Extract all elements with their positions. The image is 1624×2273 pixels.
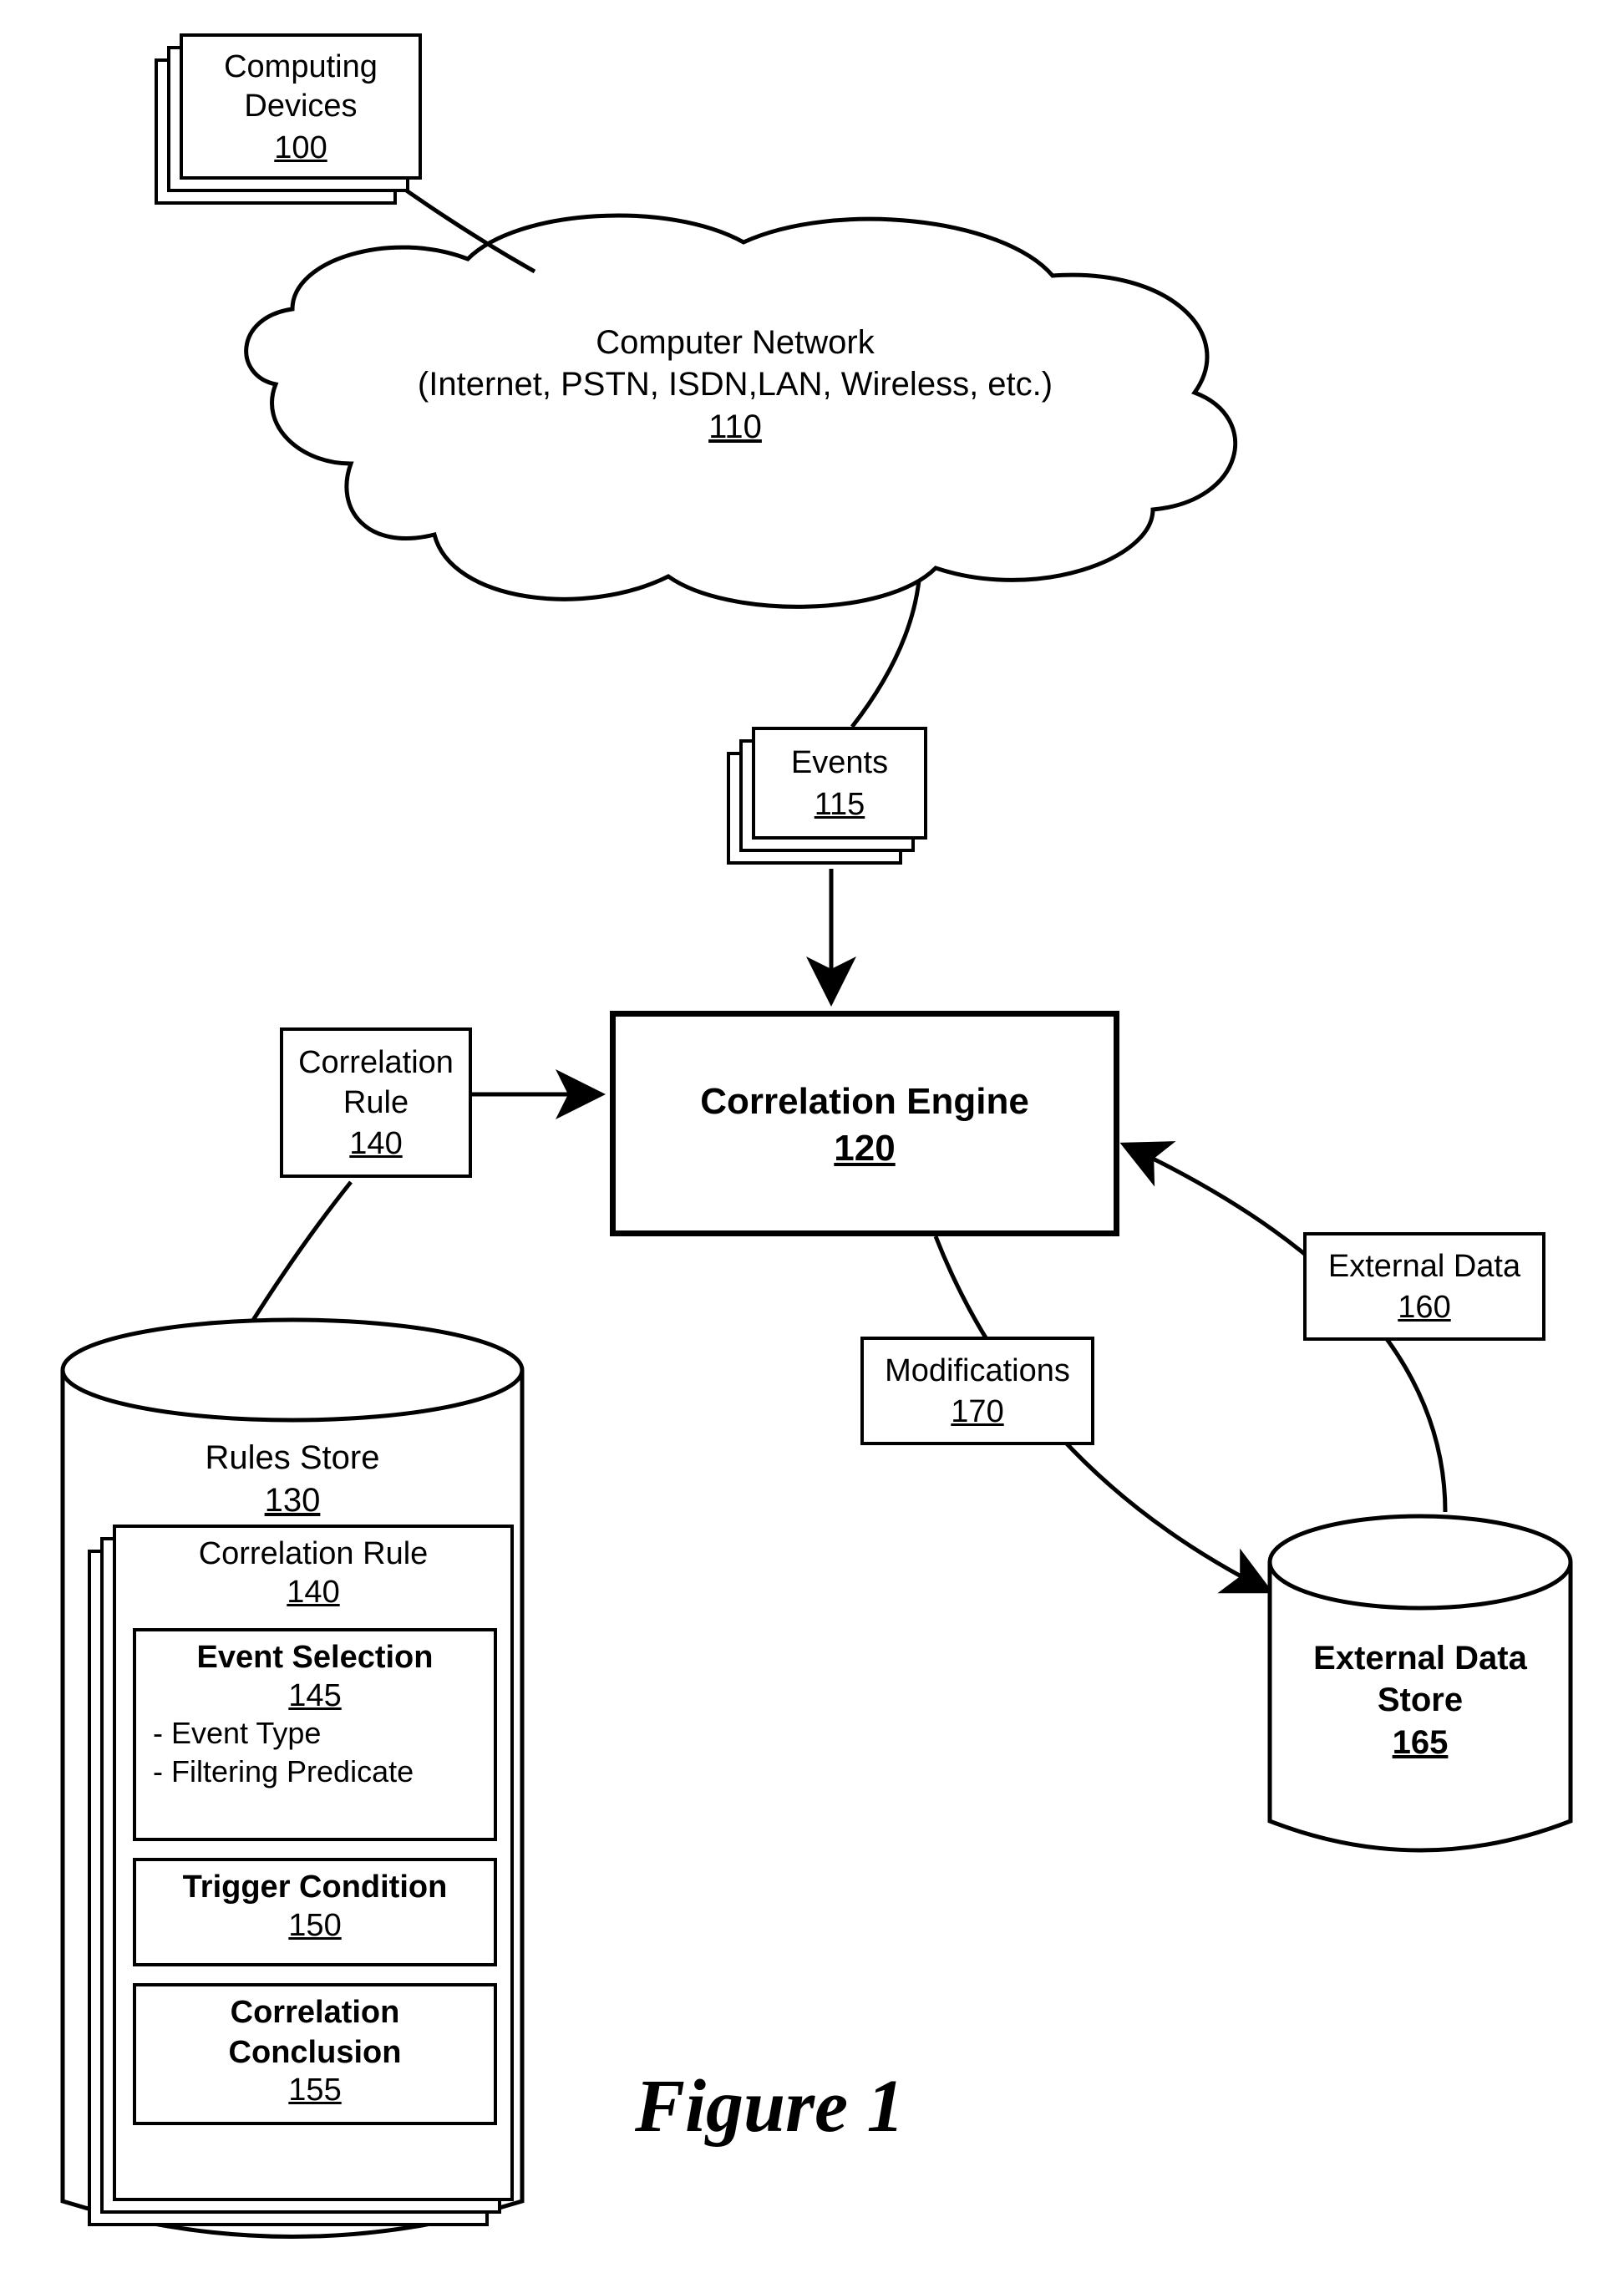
network-text-wrap: Computer Network(Internet, PSTN, ISDN,LA… xyxy=(351,322,1119,446)
computing-devices-title: ComputingDevices xyxy=(224,48,378,127)
modifications-title: Modifications xyxy=(885,1352,1070,1392)
event-selection-box: Event Selection 145 - Event Type - Filte… xyxy=(133,1628,497,1841)
correlation-rule-label-title: CorrelationRule xyxy=(298,1043,454,1123)
external-data-store-number: 165 xyxy=(1270,1724,1571,1762)
network-number: 110 xyxy=(351,408,1119,446)
correlation-engine-box: Correlation Engine 120 xyxy=(610,1011,1119,1236)
modifications-number: 170 xyxy=(951,1394,1003,1430)
events-title: Events xyxy=(791,743,888,784)
correlation-rule-label-box: CorrelationRule 140 xyxy=(280,1027,472,1178)
external-data-box: External Data 160 xyxy=(1303,1232,1545,1341)
event-selection-number: 145 xyxy=(136,1678,494,1714)
correlation-rule-label-number: 140 xyxy=(349,1126,402,1162)
event-selection-detail-0: - Event Type xyxy=(136,1714,494,1753)
rules-store-text: Rules Store 130 xyxy=(63,1437,522,1520)
event-selection-title: Event Selection xyxy=(136,1638,494,1678)
correlation-conclusion-box: CorrelationConclusion 155 xyxy=(133,1983,497,2125)
events-number: 115 xyxy=(815,787,865,823)
correlation-conclusion-title: CorrelationConclusion xyxy=(136,1993,494,2073)
correlation-conclusion-number: 155 xyxy=(136,2073,494,2108)
computing-devices-box: ComputingDevices 100 xyxy=(180,33,422,180)
edge-devices-network xyxy=(397,184,535,271)
rules-store-number: 130 xyxy=(63,1482,522,1520)
correlation-rule-number: 140 xyxy=(116,1575,510,1611)
trigger-condition-number: 150 xyxy=(136,1908,494,1944)
external-data-store-text: External DataStore 165 xyxy=(1270,1637,1571,1762)
correlation-rule-title: Correlation Rule xyxy=(116,1535,510,1575)
external-data-number: 160 xyxy=(1398,1290,1450,1326)
network-title: Computer Network(Internet, PSTN, ISDN,LA… xyxy=(351,322,1119,405)
correlation-engine-number: 120 xyxy=(834,1128,895,1169)
modifications-box: Modifications 170 xyxy=(860,1337,1094,1445)
trigger-condition-box: Trigger Condition 150 xyxy=(133,1858,497,1966)
edge-network-events xyxy=(852,581,919,727)
correlation-rule-box: Correlation Rule 140 Event Selection 145… xyxy=(113,1525,514,2201)
external-data-title: External Data xyxy=(1328,1247,1520,1287)
events-box: Events 115 xyxy=(752,727,927,840)
figure-label: Figure 1 xyxy=(635,2063,905,2149)
trigger-condition-title: Trigger Condition xyxy=(136,1868,494,1908)
edge-rulesstore-rulelabel xyxy=(251,1182,351,1324)
event-selection-detail-1: - Filtering Predicate xyxy=(136,1753,494,1792)
external-data-store-title: External DataStore xyxy=(1270,1637,1571,1721)
rules-store-title: Rules Store xyxy=(63,1437,522,1479)
correlation-engine-title: Correlation Engine xyxy=(700,1078,1029,1124)
computing-devices-number: 100 xyxy=(274,130,327,166)
